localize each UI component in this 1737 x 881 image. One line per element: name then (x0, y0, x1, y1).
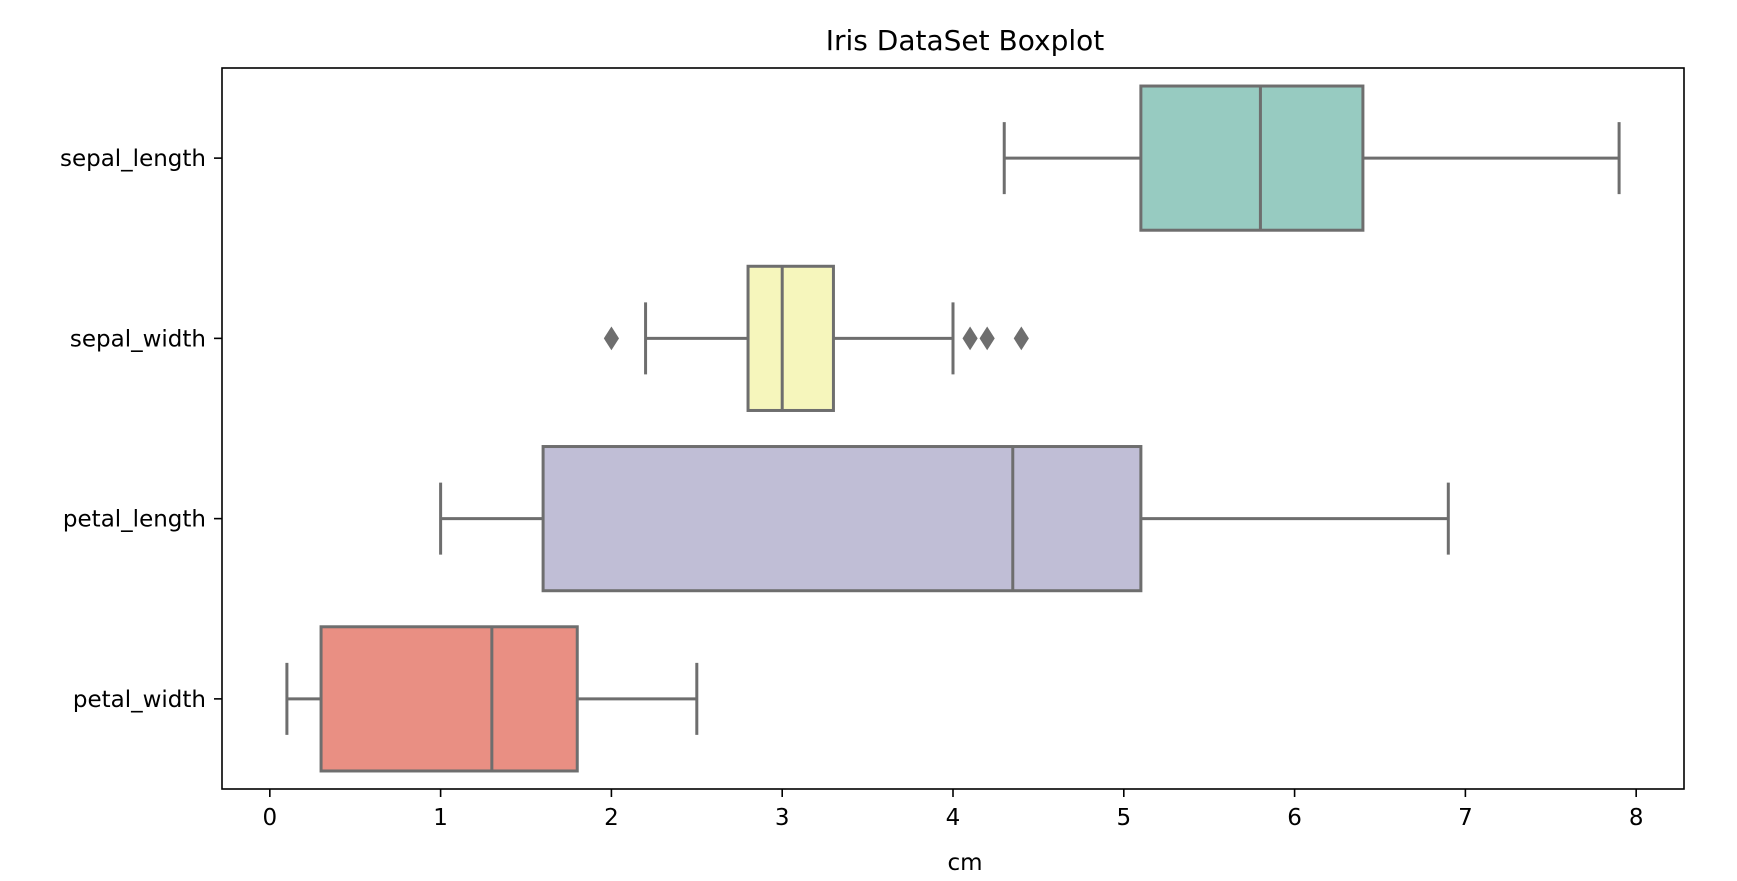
x-tick-label: 4 (946, 805, 961, 831)
box-iqr (541, 445, 1143, 593)
outlier-point (603, 326, 620, 351)
x-tick-label: 1 (433, 805, 448, 831)
y-axis: sepal_length sepal_width petal_lengthpetal… (60, 146, 222, 713)
box-petal_width (285, 625, 699, 773)
x-tick-label: 7 (1458, 805, 1473, 831)
x-tick-label: 8 (1629, 805, 1644, 831)
box-sepal_length (1002, 84, 1621, 232)
box-iqr (746, 264, 835, 412)
y-tick-label: sepal_width (70, 326, 206, 352)
y-tick-label: petal_length (63, 507, 206, 533)
outlier-point (979, 326, 995, 351)
x-tick-label: 3 (775, 805, 790, 831)
box-iqr (319, 625, 579, 773)
y-tick-label: sepal_length (60, 146, 206, 172)
x-axis: 0 1 2 3 4 5 6 7 8 (263, 789, 1644, 831)
y-tick-label: petal_width (73, 687, 206, 713)
box-iqr (1139, 84, 1365, 232)
x-tick-label: 5 (1116, 805, 1131, 831)
x-tick-label: 6 (1287, 805, 1302, 831)
x-tick-label: 2 (604, 805, 619, 831)
chart-title: Iris DataSet Boxplot (826, 24, 1105, 57)
outlier-point (962, 326, 978, 351)
box-sepal_width (603, 264, 1029, 412)
box-petal_length (439, 445, 1450, 593)
outlier-point (1013, 326, 1029, 351)
x-tick-label: 0 (263, 805, 278, 831)
plot-area (285, 84, 1621, 773)
x-axis-label: cm (947, 850, 982, 876)
